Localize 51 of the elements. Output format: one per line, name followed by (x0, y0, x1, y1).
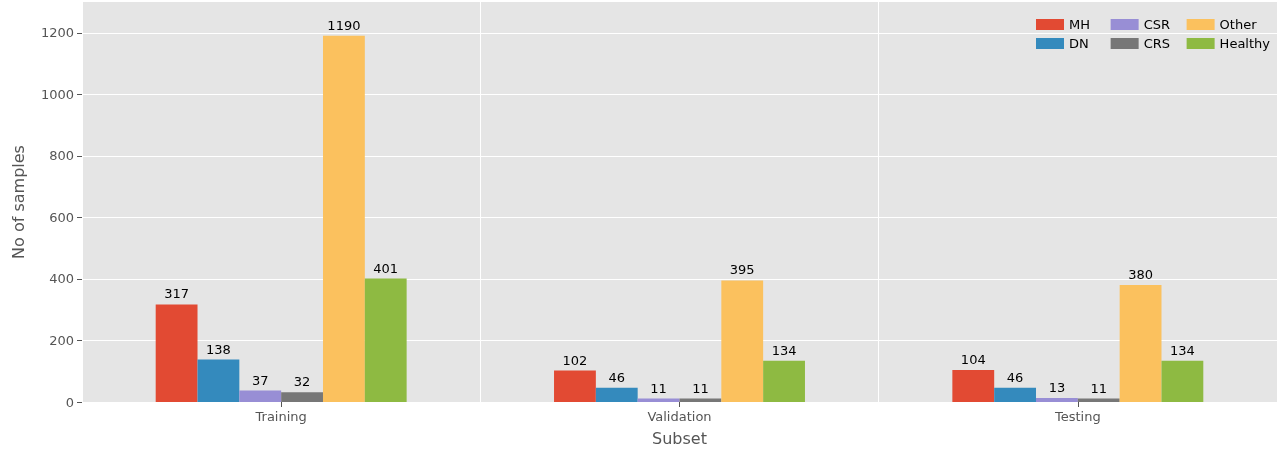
y-tick-label: 200 (49, 332, 74, 348)
y-tick-label: 400 (49, 271, 74, 287)
y-tick-label: 0 (65, 394, 74, 410)
bar (1036, 398, 1078, 402)
bar (763, 360, 805, 402)
data-label: 134 (771, 342, 797, 358)
y-tick-label: 1200 (40, 25, 74, 41)
y-tick-label: 600 (49, 209, 74, 225)
x-tick-label: Validation (647, 409, 712, 424)
y-tick-label: 1000 (40, 86, 74, 102)
data-label: 102 (562, 352, 588, 368)
bar (239, 390, 282, 402)
bar (197, 359, 240, 402)
bar (952, 370, 995, 402)
bar (595, 387, 638, 402)
bar (721, 280, 764, 402)
data-label: 13 (1048, 380, 1066, 395)
x-tick-label: Training (254, 409, 307, 424)
y-tick-label: 800 (49, 148, 74, 164)
bar (1119, 285, 1162, 402)
bar (554, 370, 596, 402)
bar (364, 278, 407, 402)
legend-label: CSR (1143, 17, 1171, 32)
data-label: 317 (164, 286, 190, 302)
data-label: 46 (1006, 369, 1024, 385)
data-label: 37 (251, 372, 269, 388)
data-label: 46 (608, 369, 626, 385)
bar (281, 392, 323, 402)
bar (155, 304, 198, 402)
y-axis-title: No of samples (8, 145, 28, 259)
bar (1161, 360, 1204, 402)
bar (994, 387, 1037, 402)
data-label: 11 (1090, 380, 1108, 396)
bar (322, 35, 365, 402)
data-label: 380 (1128, 267, 1153, 283)
legend-label: Other (1219, 17, 1258, 32)
legend-label: CRS (1143, 36, 1171, 51)
data-label: 401 (373, 260, 399, 276)
data-label: 138 (206, 341, 231, 357)
data-label: 32 (293, 374, 311, 390)
x-tick-label: Testing (1053, 409, 1101, 424)
legend-label: Healthy (1219, 36, 1271, 51)
x-axis-title: Subset (652, 428, 707, 448)
data-label: 134 (1169, 342, 1195, 358)
legend-label: DN (1069, 36, 1089, 51)
data-label: 11 (692, 380, 709, 396)
data-label: 395 (729, 262, 755, 278)
data-label: 11 (650, 380, 667, 396)
data-label: 104 (960, 352, 986, 367)
legend-label: MH (1069, 17, 1091, 32)
data-label: 1190 (327, 17, 361, 33)
